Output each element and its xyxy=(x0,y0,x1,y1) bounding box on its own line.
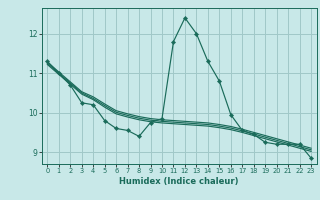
X-axis label: Humidex (Indice chaleur): Humidex (Indice chaleur) xyxy=(119,177,239,186)
